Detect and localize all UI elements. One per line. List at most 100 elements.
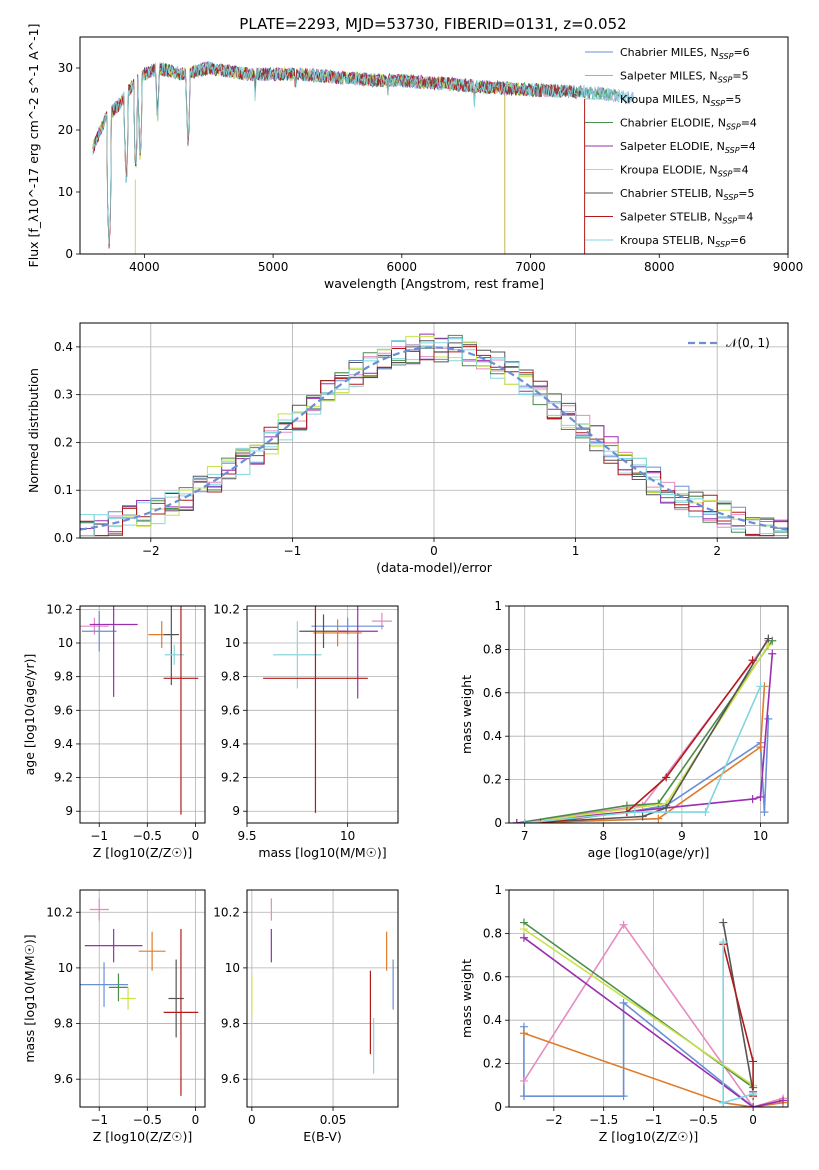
legend-subscript: SSP bbox=[725, 146, 740, 155]
series-line bbox=[722, 922, 754, 1092]
y-tick-label: 10.2 bbox=[213, 905, 240, 919]
axes-frame bbox=[508, 605, 789, 824]
x-tick-label: −0.5 bbox=[133, 1113, 162, 1127]
spectrum-series-line bbox=[92, 61, 634, 249]
series-line bbox=[516, 640, 770, 823]
histogram-series bbox=[80, 338, 788, 537]
data-point-marker bbox=[654, 814, 663, 823]
legend-label: Chabrier STELIB, NSSP=5 bbox=[620, 187, 754, 202]
y-axis-label: Normed distribution bbox=[26, 368, 41, 493]
y-tick-label: 0.6 bbox=[483, 970, 502, 984]
data-point-marker bbox=[519, 1076, 528, 1085]
plot-area bbox=[92, 60, 634, 254]
panel-mass_vs_Z: −1 −0.5 0 9.6 9.8 10 10.2 Z [log10(Z/Z☉)] mass [… bbox=[22, 889, 206, 1144]
plot-area bbox=[519, 918, 788, 1107]
y-tick-label: 0.0 bbox=[54, 531, 73, 545]
legend-subscript: SSP bbox=[726, 123, 741, 132]
legend-label: Salpeter ELODIE, NSSP=4 bbox=[620, 140, 756, 155]
y-tick-label: 10.2 bbox=[46, 905, 73, 919]
legend-subscript: SSP bbox=[715, 240, 730, 249]
legend-count: =6 bbox=[730, 234, 746, 247]
data-point-marker bbox=[719, 918, 728, 927]
legend-label: 𝒩(0, 1) bbox=[726, 336, 770, 350]
legend-label: Kroupa STELIB, NSSP=6 bbox=[620, 234, 746, 249]
series-line bbox=[523, 937, 784, 1107]
series-line bbox=[524, 686, 766, 823]
x-tick-label: 7 bbox=[521, 829, 529, 843]
y-tick-label: 20 bbox=[58, 123, 73, 137]
y-tick-label: 9.8 bbox=[221, 1017, 240, 1031]
x-axis-label: Z [log10(Z/Z☉)] bbox=[93, 845, 193, 860]
y-tick-label: 0.3 bbox=[54, 388, 73, 402]
y-tick-label: 0.6 bbox=[483, 686, 502, 700]
panel-age_vs_mass: 9.5 10 9 9.2 9.4 9.6 9.8 10 10.2 mass [log10(M/M☉… bbox=[213, 602, 399, 860]
data-point-marker bbox=[519, 1092, 528, 1101]
data-point-marker bbox=[749, 1103, 758, 1107]
spectrum-series-line bbox=[92, 63, 583, 249]
y-axis-label: Flux [f_λ10^-17 erg cm^-2 s^-1 A^-1] bbox=[26, 24, 41, 268]
y-tick-label: 9.6 bbox=[221, 1072, 240, 1086]
data-point-marker bbox=[701, 808, 710, 817]
legend-label: Salpeter MILES, NSSP=5 bbox=[620, 70, 749, 85]
series-line bbox=[523, 923, 784, 1107]
legend-count: =5 bbox=[738, 187, 754, 200]
x-tick-label: −1.5 bbox=[589, 1113, 618, 1127]
legend-count: =5 bbox=[732, 70, 748, 83]
data-point-marker bbox=[662, 773, 671, 782]
y-tick-label: 9 bbox=[65, 804, 73, 818]
legend-subscript: SSP bbox=[718, 170, 733, 179]
plot-area bbox=[80, 606, 199, 815]
y-tick-label: 0.4 bbox=[483, 1013, 502, 1027]
y-tick-label: 9.8 bbox=[54, 670, 73, 684]
data-point-marker bbox=[748, 795, 757, 804]
legend-label: Chabrier ELODIE, NSSP=4 bbox=[620, 117, 757, 132]
x-tick-label: 6000 bbox=[387, 260, 418, 274]
y-tick-label: 9.6 bbox=[221, 703, 240, 717]
x-tick-label: 1 bbox=[572, 544, 580, 558]
x-tick-label: −0.5 bbox=[133, 829, 162, 843]
y-tick-label: 9.4 bbox=[54, 737, 73, 751]
spectrum-series-line bbox=[92, 61, 634, 244]
legend-label: Kroupa MILES, NSSP=5 bbox=[620, 93, 741, 108]
data-point-marker bbox=[662, 803, 671, 812]
x-tick-label: 7000 bbox=[515, 260, 546, 274]
data-point-marker bbox=[764, 634, 773, 643]
plot-area bbox=[80, 333, 788, 537]
data-point-marker bbox=[756, 792, 765, 801]
legend-subscript: SSP bbox=[710, 99, 725, 108]
data-point-marker bbox=[638, 812, 647, 821]
panel-residuals: −2 −1 0 1 2 0.0 0.1 0.2 0.3 0.4 (data-model)/error… bbox=[26, 322, 789, 575]
data-point-marker bbox=[719, 1098, 728, 1107]
y-axis-label: mass weight bbox=[459, 959, 474, 1038]
y-tick-label: 0.2 bbox=[54, 435, 73, 449]
data-point-marker bbox=[520, 819, 529, 823]
legend-count: =6 bbox=[733, 46, 749, 59]
y-tick-label: 0.8 bbox=[483, 926, 502, 940]
data-point-marker bbox=[536, 819, 545, 823]
y-tick-label: 10 bbox=[225, 636, 240, 650]
series-line bbox=[516, 640, 773, 823]
legend-count: =5 bbox=[725, 93, 741, 106]
y-tick-label: 10 bbox=[58, 636, 73, 650]
normal-curve bbox=[80, 346, 788, 531]
y-tick-label: 10 bbox=[58, 185, 73, 199]
data-point-marker bbox=[619, 920, 628, 929]
x-tick-label: 0 bbox=[192, 1113, 200, 1127]
data-point-marker bbox=[519, 1029, 528, 1038]
data-point-marker bbox=[764, 714, 773, 723]
y-axis-label: age [log10(age/yr)] bbox=[22, 654, 37, 776]
x-axis-label: E(B-V) bbox=[303, 1129, 342, 1144]
plot-area bbox=[263, 606, 392, 813]
legend-label: Kroupa ELODIE, NSSP=4 bbox=[620, 164, 749, 179]
plot-area bbox=[80, 898, 199, 1096]
legend-subscript: SSP bbox=[722, 217, 737, 226]
plot-area bbox=[251, 898, 394, 1074]
y-tick-label: 10.2 bbox=[46, 602, 73, 616]
legend-subscript: SSP bbox=[719, 52, 734, 61]
series-line bbox=[523, 1032, 784, 1107]
x-tick-label: 8 bbox=[599, 829, 607, 843]
panel-massweight_vs_Z: −2 −1.5 −1 −0.5 0 0 0.2 0.4 0.6 0.8 1 Z [log10(Z/Z☉… bbox=[459, 883, 789, 1144]
y-tick-label: 1 bbox=[494, 883, 502, 897]
series-line bbox=[516, 653, 774, 823]
x-axis-label: (data-model)/error bbox=[376, 560, 493, 575]
